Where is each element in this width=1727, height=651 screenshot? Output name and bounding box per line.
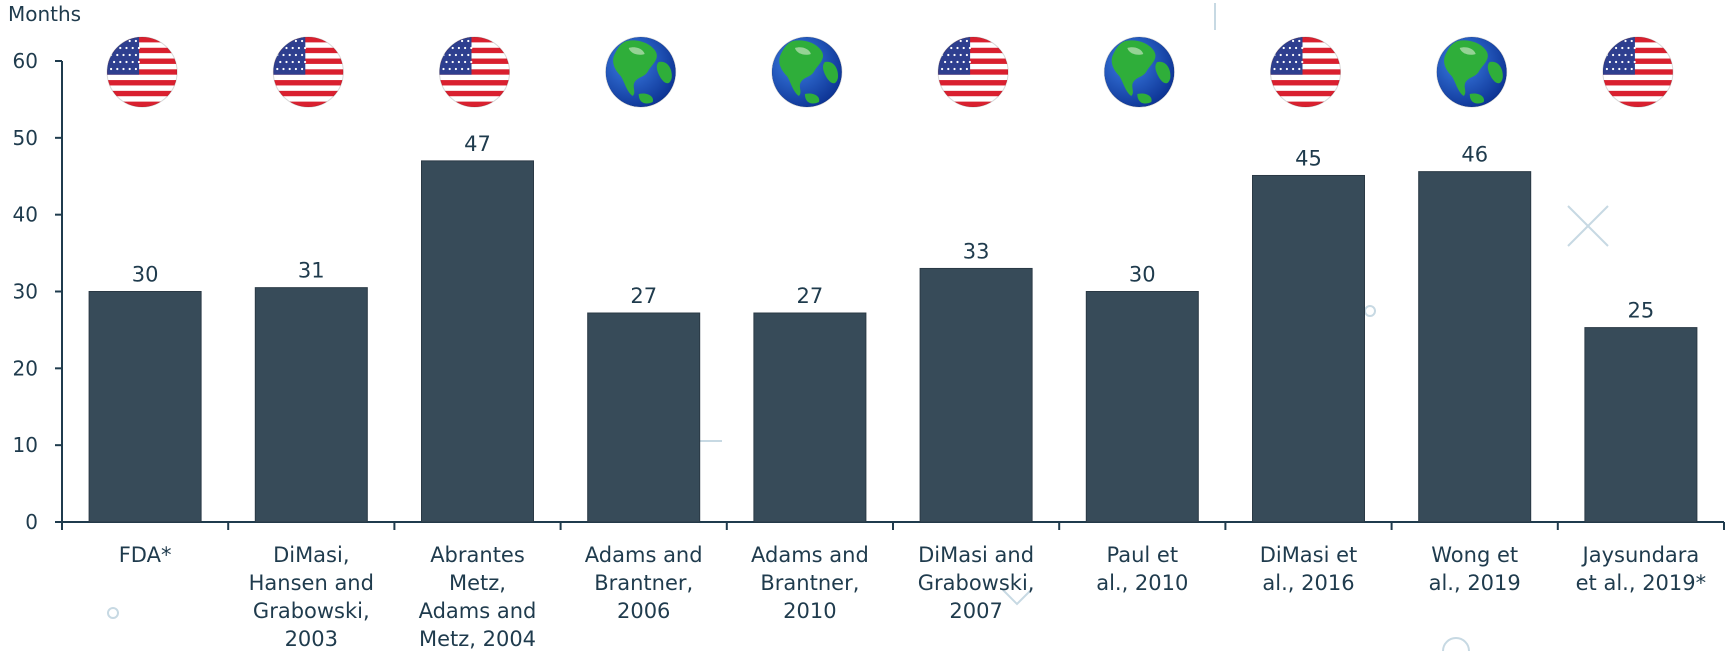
bar bbox=[1252, 174, 1365, 523]
y-tick-label: 50 bbox=[13, 126, 38, 150]
x-category-labels: FDA* DiMasi, Hansen and Grabowski, 2003 Abran… bbox=[119, 543, 1706, 651]
x-axis-ticks bbox=[61, 522, 1725, 530]
bar bbox=[587, 312, 701, 523]
x-category-label: Paul et al., 2010 bbox=[1096, 543, 1188, 595]
us-flag-icon bbox=[106, 36, 178, 108]
bar bbox=[254, 287, 368, 523]
x-category-label: Abrantes Metz, Adams and Metz, 2004 bbox=[419, 543, 537, 651]
data-label: 27 bbox=[630, 284, 657, 308]
x-category-label: Jaysundara et al., 2019* bbox=[1576, 543, 1707, 595]
bar bbox=[421, 160, 534, 523]
globe-icon bbox=[771, 36, 843, 108]
globe-icon bbox=[1436, 36, 1508, 108]
globe-icon bbox=[1103, 36, 1175, 108]
bar bbox=[1418, 171, 1532, 523]
y-axis-unit-label: Months bbox=[8, 2, 81, 26]
globe-icon bbox=[605, 36, 677, 108]
data-label: 45 bbox=[1295, 146, 1322, 170]
bar bbox=[88, 291, 202, 523]
y-tick-label: 40 bbox=[13, 203, 38, 227]
x-category-label: FDA* bbox=[119, 543, 172, 567]
y-tick-label: 0 bbox=[25, 510, 38, 534]
bar bbox=[1584, 327, 1698, 523]
data-label: 47 bbox=[464, 132, 491, 156]
data-labels: 30 31 47 27 27 33 30 45 46 25 bbox=[132, 132, 1655, 323]
data-label: 46 bbox=[1461, 143, 1488, 167]
x-category-label: DiMasi and Grabowski, 2007 bbox=[918, 543, 1035, 623]
y-axis-ticks: 0 10 20 30 40 50 60 bbox=[13, 49, 62, 534]
x-category-label: DiMasi, Hansen and Grabowski, 2003 bbox=[249, 543, 374, 651]
background-decorations bbox=[107, 3, 1609, 651]
x-category-label: Adams and Brantner, 2006 bbox=[585, 543, 703, 623]
x-category-label: Wong et al., 2019 bbox=[1429, 543, 1521, 595]
y-tick-label: 30 bbox=[13, 280, 38, 304]
x-category-label: DiMasi et al., 2016 bbox=[1260, 543, 1358, 595]
bar bbox=[753, 312, 867, 523]
us-flag-icon bbox=[937, 36, 1009, 108]
us-flag-icon bbox=[272, 36, 344, 108]
data-label: 27 bbox=[797, 284, 824, 308]
data-label: 30 bbox=[1129, 263, 1156, 287]
y-tick-label: 60 bbox=[13, 49, 38, 73]
data-label: 30 bbox=[132, 263, 159, 287]
us-flag-icon bbox=[1602, 36, 1674, 108]
data-label: 25 bbox=[1628, 299, 1655, 323]
bar bbox=[1085, 291, 1199, 523]
bar bbox=[919, 267, 1033, 523]
x-category-label: Adams and Brantner, 2010 bbox=[751, 543, 869, 623]
y-tick-label: 10 bbox=[13, 433, 38, 457]
y-tick-label: 20 bbox=[13, 356, 38, 380]
us-flag-icon bbox=[439, 36, 510, 108]
data-label: 33 bbox=[963, 239, 990, 263]
data-label: 31 bbox=[298, 259, 325, 283]
us-flag-icon bbox=[1270, 36, 1341, 108]
region-icons bbox=[106, 36, 1674, 108]
bars bbox=[88, 160, 1698, 523]
